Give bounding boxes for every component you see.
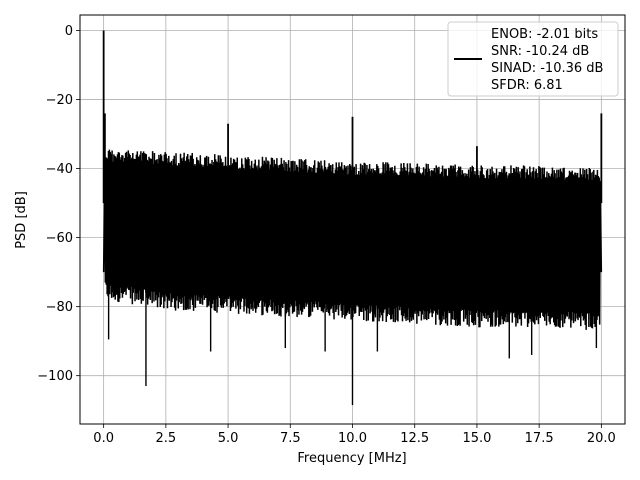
y-tick-label: −100 [37, 369, 73, 384]
x-tick-label: 10.0 [338, 431, 367, 446]
y-tick-label: −40 [46, 162, 73, 177]
x-tick-label: 15.0 [462, 431, 491, 446]
y-tick-label: 0 [65, 24, 73, 39]
x-tick-label: 2.5 [156, 431, 177, 446]
legend-box [447, 21, 619, 97]
plot-area [102, 30, 603, 406]
x-axis-label: Frequency [MHz] [297, 451, 406, 466]
x-tick-label: 7.5 [280, 431, 301, 446]
x-tick-label: 12.5 [400, 431, 429, 446]
legend: ENOB: -2.01 bits SNR: -10.24 dB SINAD: -… [447, 21, 619, 97]
y-axis-label: PSD [dB] [14, 191, 29, 249]
legend-line-sinad: SINAD: -10.36 dB [491, 61, 603, 76]
y-tick-label: −20 [46, 93, 73, 108]
legend-line-snr: SNR: -10.24 dB [491, 44, 589, 59]
axis-ticks: 0.0 2.5 5.0 7.5 10.0 12.5 15.0 17.5 20.0 0 −20 −40 −… [37, 24, 616, 446]
x-tick-label: 5.0 [218, 431, 239, 446]
y-tick-label: −80 [46, 300, 73, 315]
x-tick-label: 0.0 [93, 431, 114, 446]
y-tick-label: −60 [46, 231, 73, 246]
x-tick-label: 17.5 [525, 431, 554, 446]
legend-line-enob: ENOB: -2.01 bits [491, 27, 598, 42]
legend-line-sfdr: SFDR: 6.81 [491, 78, 563, 93]
x-tick-label: 20.0 [587, 431, 616, 446]
